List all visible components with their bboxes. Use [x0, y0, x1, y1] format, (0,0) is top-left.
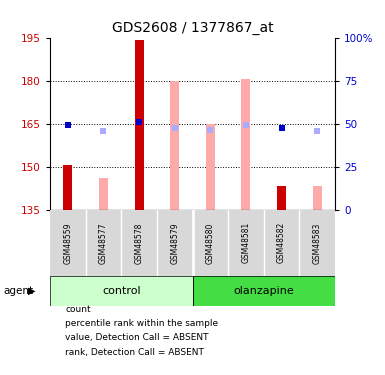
Text: GSM48581: GSM48581 [241, 222, 250, 263]
Bar [50, 276, 192, 306]
Text: count: count [65, 305, 91, 314]
Text: GSM48583: GSM48583 [313, 222, 321, 264]
Bar [64, 165, 72, 210]
Text: agent: agent [4, 286, 34, 296]
Text: GSM48559: GSM48559 [64, 222, 72, 264]
Bar [192, 276, 335, 306]
Text: olanzapine: olanzapine [233, 286, 294, 296]
Title: GDS2608 / 1377867_at: GDS2608 / 1377867_at [112, 21, 273, 35]
Bar [313, 186, 321, 210]
Bar [192, 276, 335, 306]
Text: GSM48579: GSM48579 [170, 222, 179, 264]
Bar [135, 40, 144, 210]
Bar [170, 81, 179, 210]
Text: ▶: ▶ [28, 286, 35, 296]
Bar [99, 178, 108, 210]
Text: value, Detection Call = ABSENT: value, Detection Call = ABSENT [65, 333, 209, 342]
Text: percentile rank within the sample: percentile rank within the sample [65, 319, 219, 328]
Text: GSM48578: GSM48578 [135, 222, 144, 264]
Bar [50, 276, 192, 306]
Text: GSM48580: GSM48580 [206, 222, 215, 264]
Text: GSM48577: GSM48577 [99, 222, 108, 264]
Bar [277, 186, 286, 210]
Bar [241, 79, 250, 210]
Text: GSM48582: GSM48582 [277, 222, 286, 263]
Bar [206, 124, 215, 210]
Text: rank, Detection Call = ABSENT: rank, Detection Call = ABSENT [65, 348, 204, 357]
Text: control: control [102, 286, 141, 296]
